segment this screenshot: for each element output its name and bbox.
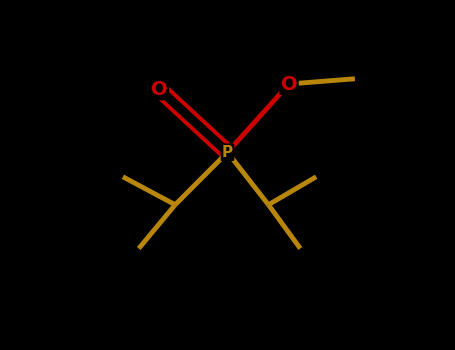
- Text: O: O: [151, 80, 167, 99]
- Text: O: O: [281, 75, 297, 93]
- Text: P: P: [222, 145, 233, 160]
